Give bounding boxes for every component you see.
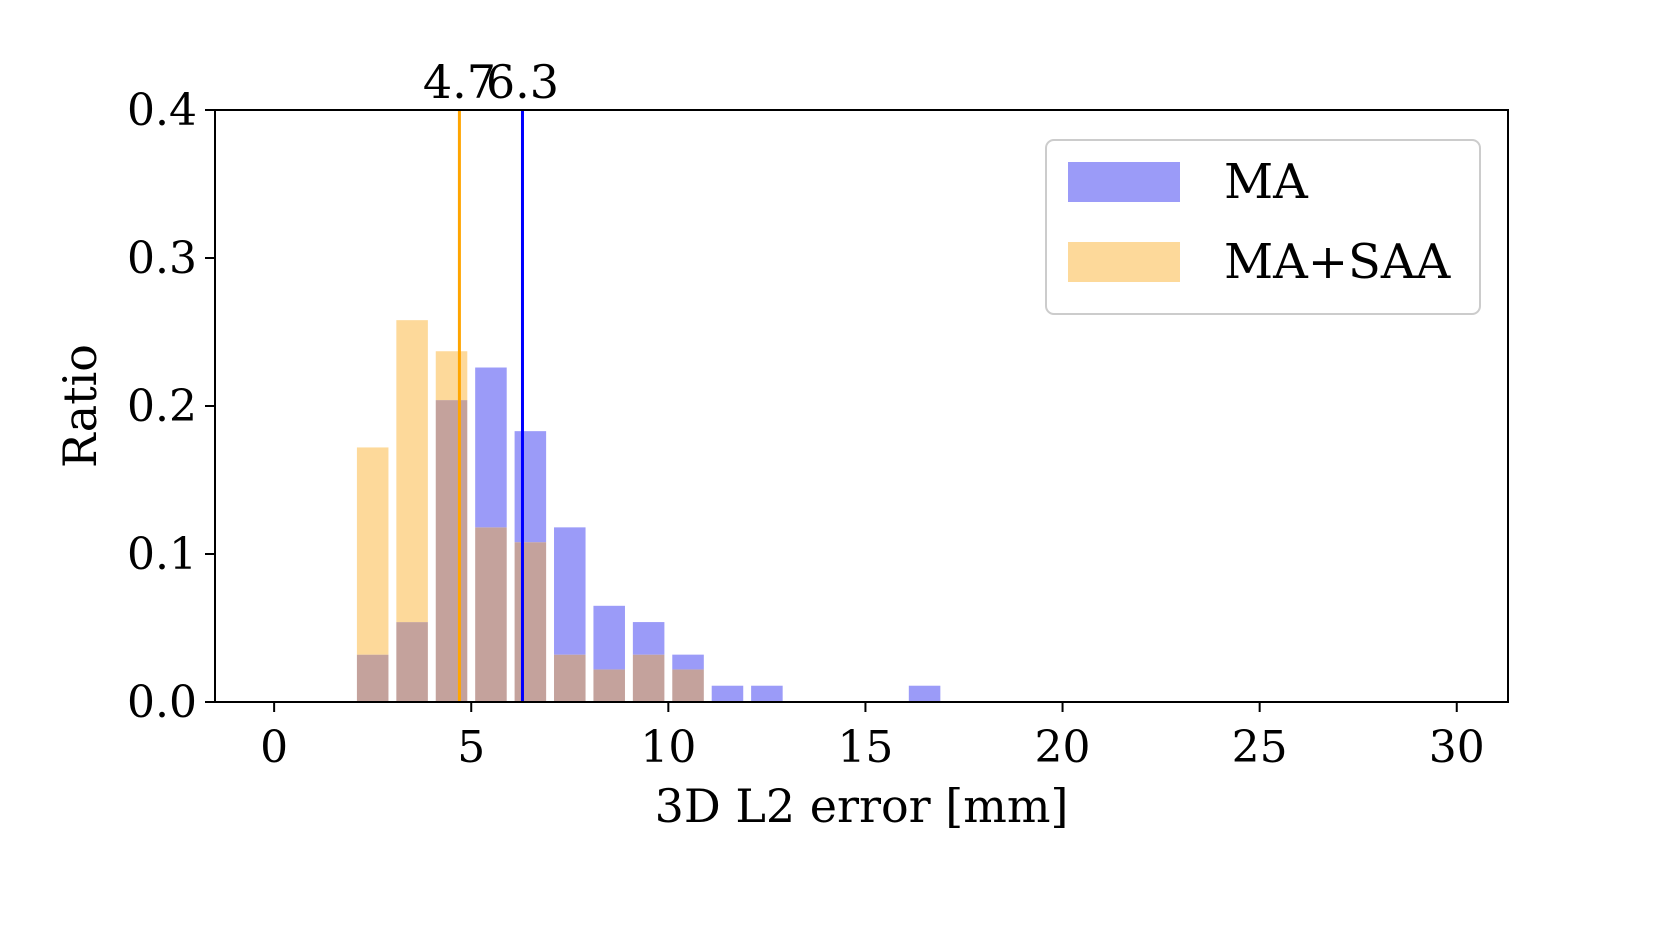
x-tick-label: 10 — [640, 722, 696, 773]
bar-ma-8-5 — [593, 605, 625, 670]
bar-overlap-5-5 — [475, 527, 507, 702]
bar-ma-5-5 — [475, 367, 507, 528]
bar-ma-saa-3-5 — [396, 320, 428, 623]
bar-ma-7-5 — [554, 527, 586, 655]
bar-ma-11-5 — [711, 685, 744, 702]
bar-overlap-3-5 — [396, 622, 428, 702]
bar-overlap-8-5 — [593, 669, 625, 702]
legend-swatch-ma — [1068, 162, 1180, 202]
y-tick-label: 0.4 — [127, 85, 197, 136]
y-axis-ticks: 0.0 0.1 0.2 0.3 0.4 — [127, 85, 215, 728]
bar-overlap-10-5 — [672, 669, 704, 702]
legend-swatch-ma-saa — [1068, 242, 1180, 282]
mean-lines-layer — [457, 110, 524, 702]
x-tick-label: 15 — [837, 722, 893, 773]
x-tick-label: 20 — [1035, 722, 1091, 773]
bar-overlap-6-5 — [514, 542, 547, 702]
bar-ma-12-5 — [751, 685, 783, 702]
y-tick-label: 0.0 — [127, 677, 197, 728]
x-tick-label: 25 — [1232, 722, 1288, 773]
legend-label-ma-saa: MA+SAA — [1224, 234, 1452, 290]
x-axis-ticks: 0 5 10 15 20 25 30 — [260, 702, 1485, 773]
legend: MA MA+SAA — [1045, 139, 1481, 315]
x-axis-label: 3D L2 error [mm] — [655, 779, 1069, 833]
x-tick-label: 30 — [1429, 722, 1485, 773]
bar-ma-6-5 — [514, 431, 547, 543]
legend-label-ma: MA — [1224, 154, 1309, 210]
mean-label-ma-saa: 4.7 — [423, 55, 496, 109]
y-tick-label: 0.2 — [127, 381, 197, 432]
y-tick-label: 0.3 — [127, 233, 197, 284]
y-axis-label: Ratio — [53, 344, 107, 468]
bar-ma-10-5 — [672, 654, 704, 670]
bar-overlap-9-5 — [632, 654, 665, 702]
bar-overlap-4-5 — [435, 400, 468, 702]
y-tick-label: 0.1 — [127, 529, 197, 580]
bar-overlap-7-5 — [554, 654, 586, 702]
x-tick-label: 0 — [260, 722, 288, 773]
bar-ma-16-5 — [908, 685, 941, 702]
x-tick-label: 5 — [457, 722, 485, 773]
bar-ma-saa-4-5 — [435, 351, 468, 401]
bar-overlap-2-5 — [356, 654, 389, 702]
mean-label-ma: 6.3 — [486, 55, 559, 109]
bar-ma-9-5 — [632, 622, 665, 655]
bars-layer — [356, 320, 941, 702]
mean-annotations: 6.34.7 — [423, 55, 559, 109]
bar-ma-saa-2-5 — [356, 447, 389, 655]
